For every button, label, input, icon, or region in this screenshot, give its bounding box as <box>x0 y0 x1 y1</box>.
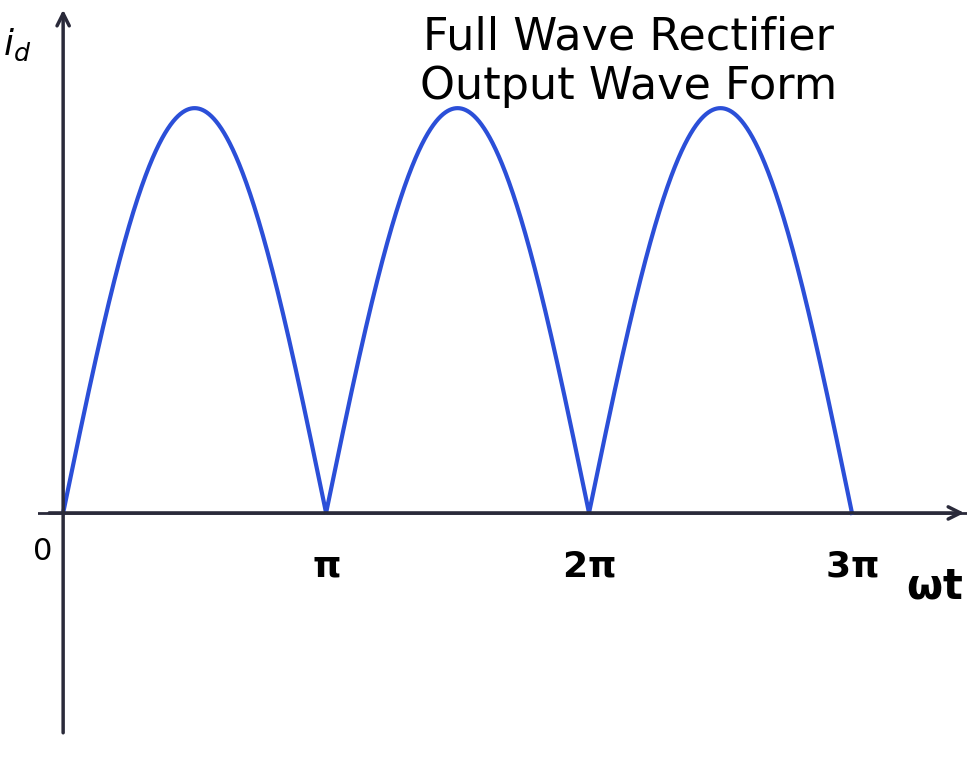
Text: $\bfπ$: $\bfπ$ <box>312 550 340 583</box>
Text: $i_d$: $i_d$ <box>3 27 31 63</box>
Text: $\bf2π$: $\bf2π$ <box>562 550 616 583</box>
Text: $\bf3π$: $\bf3π$ <box>825 550 879 583</box>
Text: $\bfωt$: $\bfωt$ <box>906 565 963 608</box>
Text: 0: 0 <box>32 537 52 566</box>
Text: Full Wave Rectifier
Output Wave Form: Full Wave Rectifier Output Wave Form <box>420 15 837 108</box>
